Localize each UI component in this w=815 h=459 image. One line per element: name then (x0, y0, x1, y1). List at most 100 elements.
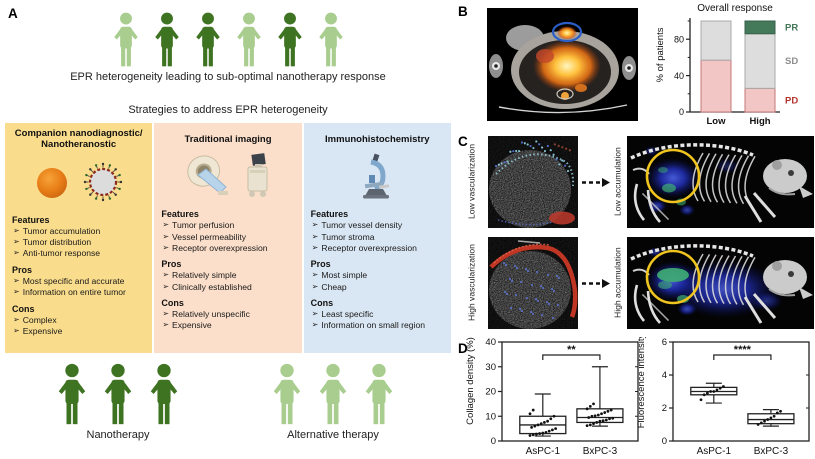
svg-text:Low: Low (707, 116, 727, 127)
pros-heading: Pros (310, 259, 331, 270)
svg-text:40: 40 (485, 337, 496, 348)
person-icon (365, 363, 393, 425)
arrow-bullet-icon: ➢ (311, 231, 319, 241)
svg-text:**: ** (567, 344, 576, 356)
arrow-bullet-icon: ➢ (311, 220, 319, 230)
arrow-bullet-icon: ➢ (162, 309, 170, 319)
strategy-column-immunohistochemistry: Immunohistochemistry Features ➢ Tumor ves… (303, 123, 451, 353)
strategy-item: ➢ Relatively unspecific (162, 309, 250, 320)
column-icons (161, 148, 294, 204)
fluorescence-intensity-boxplot: 0 2 4 6 Fluorescence intensity AsPC-1 BxPC-3 **… (633, 337, 815, 458)
person-icon (318, 12, 343, 67)
liposome-icon (83, 162, 122, 201)
arrow-bullet-icon: ➢ (311, 309, 319, 319)
tumor-annotation-circle (551, 21, 583, 43)
strategy-item: ➢ Tumor distribution (13, 237, 92, 248)
arrow-bullet-icon: ➢ (162, 231, 170, 241)
svg-text:0: 0 (662, 436, 667, 447)
svg-text:BxPC-3: BxPC-3 (583, 446, 618, 457)
alternative-therapy-patient-icons (255, 362, 411, 426)
arrow-bullet-icon: ➢ (162, 281, 170, 291)
svg-text:80: 80 (674, 34, 684, 44)
strategy-item: ➢ Receptor overexpression (162, 243, 268, 254)
svg-text:Overall response: Overall response (697, 3, 773, 14)
svg-text:High: High (749, 116, 770, 127)
pet-ct-scan-image (487, 8, 638, 121)
column-title: Traditional imaging (184, 134, 272, 145)
pros-list: ➢ Most simple ➢ Cheap (311, 270, 444, 293)
panel-a-label: A (8, 6, 18, 21)
strategy-item: ➢ Tumor stroma (311, 231, 375, 242)
strategy-item: ➢ Most simple (311, 270, 368, 281)
svg-text:% of patients: % of patients (655, 27, 666, 82)
svg-text:SD: SD (785, 56, 798, 67)
arrow-bullet-icon: ➢ (13, 225, 20, 235)
features-heading: Features (310, 209, 349, 220)
svg-text:20: 20 (485, 387, 496, 398)
high-accumulation-label: High accumulation (612, 247, 623, 319)
strategy-item: ➢ Least specific (311, 309, 374, 320)
person-icon (195, 12, 220, 67)
nanotherapy-label: Nanotherapy (86, 429, 150, 441)
svg-text:6: 6 (662, 337, 667, 348)
strategy-column-traditional-imaging: Traditional imaging Features ➢ Tumor perf… (154, 123, 302, 353)
svg-text:Collagen density (%): Collagen density (%) (465, 337, 476, 425)
svg-text:PR: PR (785, 23, 798, 34)
overall-response-chart: Overall response % of patients 0 40 80 Low Hig… (652, 0, 815, 133)
arrow-bullet-icon: ➢ (13, 287, 20, 297)
svg-text:2: 2 (662, 403, 667, 414)
strategy-item: ➢ Expensive (162, 320, 212, 331)
cons-heading: Cons (310, 298, 334, 309)
strategy-column-nanodiagnostic: Companion nanodiagnostic/ Nanotheranosti… (5, 123, 153, 353)
features-heading: Features (12, 214, 50, 225)
person-icon (277, 12, 302, 67)
pros-list: ➢ Most specific and accurate ➢ Information … (12, 276, 145, 299)
strategies-title: Strategies to address EPR heterogeneity (128, 104, 328, 116)
alternative-therapy-group: Alternative therapy (255, 362, 411, 441)
svg-text:30: 30 (485, 362, 496, 373)
svg-text:4: 4 (662, 370, 667, 381)
arrow-bullet-icon: ➢ (13, 248, 20, 258)
column-title: Immunohistochemistry (325, 134, 430, 145)
column-title: Companion nanodiagnostic/ Nanotheranosti… (14, 128, 143, 151)
svg-text:0: 0 (679, 107, 684, 117)
arrow-bullet-icon: ➢ (311, 243, 319, 253)
person-icon (113, 12, 138, 67)
strategy-item: ➢ Complex (13, 314, 57, 325)
arrow-icon (581, 177, 611, 188)
strategy-item: ➢ Most specific and accurate (13, 275, 125, 286)
arrow-bullet-icon: ➢ (162, 243, 170, 253)
arrow-bullet-icon: ➢ (311, 270, 319, 280)
cons-heading: Cons (161, 298, 184, 309)
person-icon (273, 363, 301, 425)
mouse-scan-image-low (627, 136, 814, 228)
tumor-annotation-circle (645, 249, 701, 305)
cons-list: ➢ Complex ➢ Expensive (12, 315, 145, 338)
features-list: ➢ Tumor accumulation ➢ Tumor distribution ➢ A… (12, 226, 145, 260)
tumor-annotation-circle (645, 148, 701, 204)
epr-patient-icons (28, 6, 428, 68)
nanotherapy-group: Nanotherapy (40, 362, 196, 441)
person-icon (150, 363, 178, 425)
person-icon (154, 12, 179, 67)
svg-text:****: **** (734, 344, 752, 356)
person-icon (319, 363, 347, 425)
arrow-bullet-icon: ➢ (13, 325, 20, 335)
svg-text:PD: PD (785, 95, 798, 106)
pros-heading: Pros (12, 264, 33, 275)
arrow-bullet-icon: ➢ (162, 270, 170, 280)
ultrasound-image-low (488, 136, 578, 228)
features-list: ➢ Tumor vessel density ➢ Tumor stroma ➢ Recep… (311, 220, 444, 254)
svg-text:AsPC-1: AsPC-1 (526, 446, 561, 457)
pros-list: ➢ Relatively simple ➢ Clinically establishe… (161, 270, 294, 293)
panel-b-label: B (458, 4, 468, 19)
person-icon (104, 363, 132, 425)
low-vascularization-label: Low vascularization (466, 144, 477, 220)
arrow-bullet-icon: ➢ (162, 220, 170, 230)
strategy-item: ➢ Vessel permeability (162, 231, 247, 242)
strategy-item: ➢ Receptor overexpression (311, 243, 417, 254)
nanotherapy-patient-icons (40, 362, 196, 426)
ultrasound-image-high (488, 237, 578, 329)
cons-list: ➢ Relatively unspecific ➢ Expensive (161, 309, 294, 332)
